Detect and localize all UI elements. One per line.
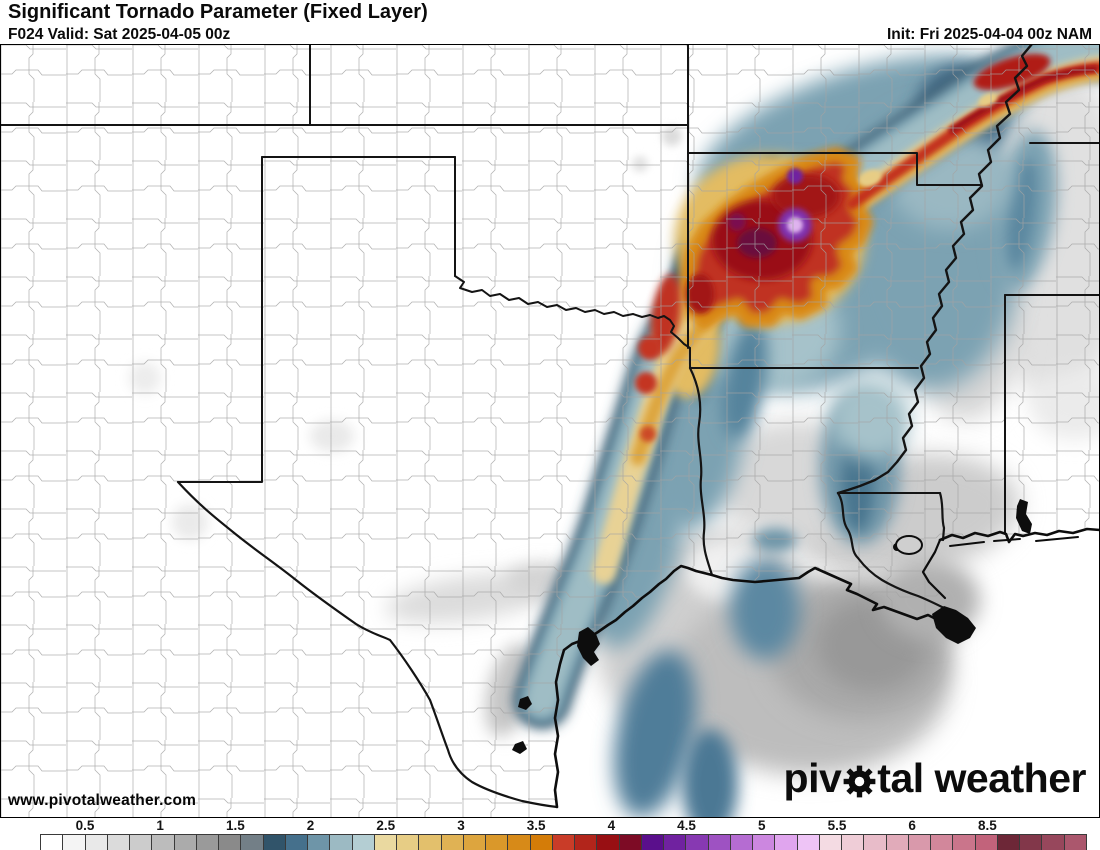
colorbar-cell — [63, 835, 86, 850]
forecast-valid-label: F024 Valid: Sat 2025-04-05 00z — [8, 26, 231, 43]
colorbar-cell — [953, 835, 976, 850]
colorbar-cell — [196, 835, 219, 850]
map-canvas — [0, 44, 1100, 818]
colorbar-cell — [374, 835, 397, 850]
colorbar-cell — [641, 835, 664, 850]
colorbar-cell — [419, 835, 442, 850]
colorbar-cell — [1064, 835, 1086, 850]
colorbar-tick-label: 0.5 — [75, 818, 95, 833]
colorbar-cell — [85, 835, 108, 850]
gear-icon — [843, 765, 876, 798]
brand-logo: piv tal weather — [783, 755, 1087, 801]
page-title: Significant Tornado Parameter (Fixed Lay… — [8, 1, 428, 23]
brand-logo-post: tal weather — [877, 755, 1086, 801]
colorbar-cell — [664, 835, 687, 850]
colorbar-cell — [530, 835, 553, 850]
coastline — [553, 527, 1100, 809]
colorbar-tick-label: 2 — [306, 818, 315, 833]
brand-logo-pre: piv — [783, 755, 842, 801]
init-label: Init: Fri 2025-04-04 00z NAM — [886, 26, 1092, 43]
mississippi-river — [836, 44, 1034, 495]
colorbar-cell — [41, 835, 64, 850]
colorbar-tick-label: 5 — [758, 818, 766, 833]
colorbar-cell — [441, 835, 464, 850]
colorbar-cell — [508, 835, 531, 850]
lake-pontchartrain — [895, 535, 923, 555]
colorbar-tick-label: 2.5 — [376, 818, 396, 833]
colorbar-tick-label: 1.5 — [226, 818, 245, 833]
colorbar-cell — [753, 835, 776, 850]
colorbar-cell — [975, 835, 998, 850]
colorbar-tick-label: 8.5 — [978, 818, 997, 833]
colorbar-cell — [152, 835, 175, 850]
mobile-bay — [1016, 499, 1032, 534]
colorbar-cell — [397, 835, 420, 850]
colorbar-cell — [285, 835, 308, 850]
colorbar-cell — [330, 835, 353, 850]
colorbar-tick-label: 6 — [908, 818, 916, 833]
colorbar-cell — [931, 835, 954, 850]
colorbar-cell — [886, 835, 909, 850]
state-borders — [0, 44, 1100, 809]
colorbar-tick-labels: 0.5 1 1.5 2 2.5 3 3.5 4 4.5 5 5.5 6 8.5 — [40, 818, 1085, 833]
colorbar-cell — [241, 835, 264, 850]
colorbar-cell — [1042, 835, 1065, 850]
colorbar-cell — [1020, 835, 1043, 850]
colorbar-cell — [864, 835, 887, 850]
colorbar-cell — [575, 835, 598, 850]
colorbar-cell — [708, 835, 731, 850]
colorbar-cell — [842, 835, 865, 850]
watermark-url: www.pivotalweather.com — [8, 792, 197, 809]
colorbar-tick-label: 3 — [457, 818, 465, 833]
water-features — [512, 499, 1032, 754]
colorbar-cell — [463, 835, 486, 850]
colorbar-cell — [174, 835, 197, 850]
colorbar-cell — [775, 835, 798, 850]
colorbar-cell — [730, 835, 753, 850]
colorbar-tick-label: 3.5 — [526, 818, 546, 833]
colorbar-cell — [219, 835, 242, 850]
weather-map: www.pivotalweather.com piv — [0, 44, 1100, 818]
colorbar-scale — [40, 834, 1087, 850]
colorbar-cell — [308, 835, 331, 850]
colorbar-cell — [797, 835, 820, 850]
colorbar-tick-label: 1 — [156, 818, 164, 833]
galveston-bay — [577, 627, 600, 666]
colorbar-cell — [619, 835, 642, 850]
colorbar-cell — [107, 835, 130, 850]
colorbar-cell — [908, 835, 931, 850]
colorbar-cell — [819, 835, 842, 850]
colorbar-cell — [263, 835, 286, 850]
colorbar-tick-label: 5.5 — [827, 818, 847, 833]
colorbar-tick-label: 4.5 — [677, 818, 696, 833]
colorbar-cell — [552, 835, 575, 850]
colorbar-tick-label: 4 — [607, 818, 616, 833]
colorbar: 0.5 1 1.5 2 2.5 3 3.5 4 4.5 5 5.5 6 8.5 — [0, 818, 1100, 850]
colorbar-cell — [352, 835, 375, 850]
colorbar-cell — [486, 835, 509, 850]
colorbar-cell — [997, 835, 1020, 850]
mississippi-delta — [932, 606, 976, 644]
colorbar-cell — [686, 835, 709, 850]
colorbar-cell — [130, 835, 153, 850]
colorbar-cell — [597, 835, 620, 850]
